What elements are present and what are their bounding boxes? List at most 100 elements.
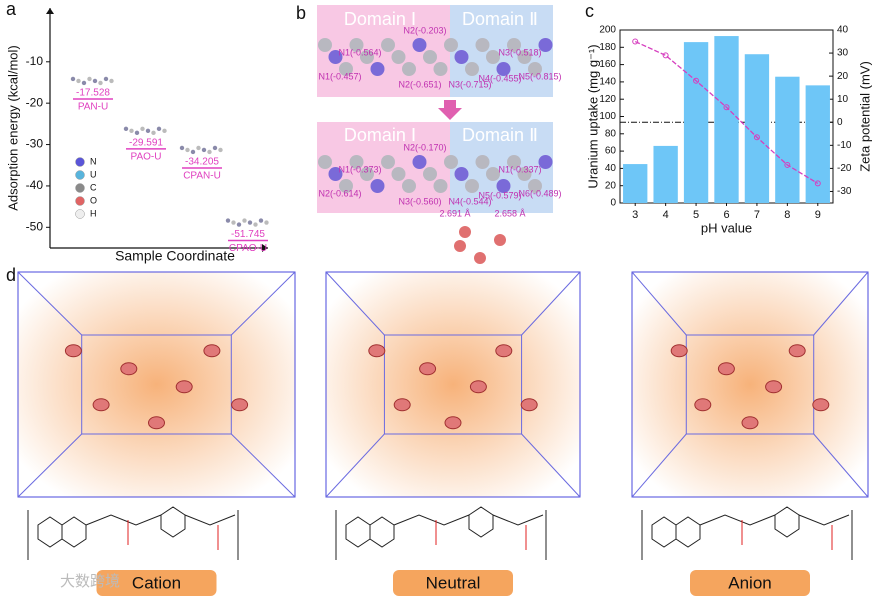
molecule-atom <box>145 128 151 134</box>
molecule-atom <box>179 145 185 151</box>
atom <box>402 62 416 76</box>
x-tick-label: 6 <box>723 209 729 221</box>
state-label: Neutral <box>426 573 481 592</box>
x-tick-label: 3 <box>632 209 638 221</box>
x-axis-label: Sample Coordinate <box>115 248 235 264</box>
bar <box>775 76 800 203</box>
bar <box>805 85 830 203</box>
molecule-atom <box>98 80 103 86</box>
atom-charge-label: N1(-0.564) <box>338 47 381 57</box>
atom <box>496 179 511 193</box>
data-label: -34.205 <box>185 157 219 168</box>
x-tick-label: 8 <box>784 209 790 221</box>
atom <box>328 167 343 181</box>
molecule-atom <box>140 126 145 132</box>
atom <box>381 155 395 169</box>
atom <box>433 62 448 76</box>
atom <box>339 179 353 193</box>
y-tick-label: -30 <box>26 137 44 151</box>
molecule-atom <box>190 149 196 155</box>
box-inner <box>81 334 232 435</box>
y-tick-label: 60 <box>605 146 617 157</box>
arrow <box>438 100 462 120</box>
atom <box>474 252 486 264</box>
simulation-box <box>326 272 580 497</box>
uranyl <box>717 362 735 376</box>
atom-charge-label: N1(-0.373) <box>338 164 381 174</box>
panel-label: b <box>296 3 306 23</box>
y-axis-label: Uranium uptake (mg g⁻¹) <box>585 44 600 188</box>
atom-charge-label: N4(-0.544) <box>448 196 491 206</box>
atom <box>486 167 500 181</box>
functional-group <box>741 520 833 550</box>
y-tick-label: -50 <box>26 219 44 233</box>
legend-label: C <box>90 182 97 192</box>
y-tick-label: 80 <box>605 128 617 139</box>
state-badge <box>96 570 217 596</box>
category-label: CPAN-U <box>183 171 221 182</box>
legend-swatch <box>75 183 85 193</box>
atom <box>412 38 427 52</box>
y-tick-label: 140 <box>599 77 616 88</box>
atom <box>465 179 479 193</box>
legend-label: U <box>90 169 97 179</box>
atom <box>538 155 553 169</box>
uranyl <box>741 416 759 430</box>
line-marker <box>753 134 760 141</box>
atom <box>475 155 490 169</box>
y-tick-label: -40 <box>26 178 44 192</box>
box-edge <box>631 433 687 498</box>
box-outer <box>631 271 869 498</box>
atom-charge-label: N2(-0.203) <box>403 25 446 35</box>
y-tick-label: 20 <box>605 180 617 191</box>
x-tick-label: 5 <box>693 209 699 221</box>
molecule-atom <box>207 149 212 155</box>
atom <box>381 38 395 52</box>
box-outer <box>325 271 581 498</box>
domain-region <box>450 5 553 97</box>
atom <box>391 50 406 64</box>
atom <box>528 179 542 193</box>
simulation-box <box>18 272 295 497</box>
functional-group <box>127 520 219 550</box>
box-edge <box>813 433 869 498</box>
molecule-atom <box>253 222 258 227</box>
atom <box>423 50 437 64</box>
y-tick-label: 100 <box>599 111 616 122</box>
molecule-atom <box>185 147 190 153</box>
box-edge <box>325 271 385 336</box>
y2-tick-label: -20 <box>837 163 852 174</box>
box-edge <box>631 271 687 336</box>
uranyl <box>148 416 165 430</box>
distance-label: 2.658 Å <box>494 208 525 218</box>
atom <box>360 167 374 181</box>
y-tick-label: -20 <box>26 95 44 109</box>
molecule-atom <box>129 128 134 134</box>
atom <box>360 50 374 64</box>
atom <box>496 62 511 76</box>
uranyl <box>393 398 411 412</box>
y-tick-label: 40 <box>605 163 617 174</box>
atom <box>454 50 469 64</box>
molecule-atom <box>76 78 81 84</box>
y-axis-label: Adsorption energy (kcal/mol) <box>5 45 20 210</box>
category-label: PAN-U <box>78 102 108 113</box>
legend-label: N <box>90 156 97 166</box>
uranyl <box>765 380 783 394</box>
line-marker <box>632 38 639 45</box>
atom <box>318 38 332 52</box>
y2-tick-label: 40 <box>837 25 849 36</box>
uranyl <box>64 344 82 358</box>
line-marker <box>814 180 821 187</box>
atom <box>494 234 506 246</box>
molecule-atom <box>109 78 114 84</box>
molecule-atom <box>123 126 129 132</box>
molecule-atom <box>103 76 109 82</box>
y-tick-label: 160 <box>599 59 616 70</box>
state-label: Anion <box>728 573 771 592</box>
x-tick-label: 4 <box>663 209 669 221</box>
box-edge <box>17 433 83 498</box>
box-edge <box>521 271 581 336</box>
molecule-atom <box>151 130 156 136</box>
uranyl <box>444 416 462 430</box>
